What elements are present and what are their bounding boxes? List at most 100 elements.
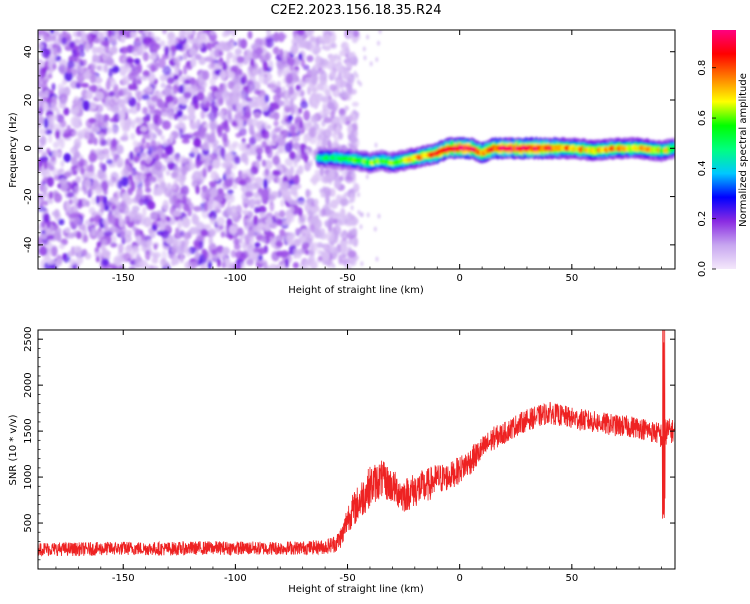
noise-blob [108, 36, 113, 43]
noise-blob [161, 258, 167, 266]
noise-blob [196, 41, 203, 50]
noise-blob [191, 146, 199, 153]
noise-blob [285, 234, 293, 244]
noise-blob [167, 182, 172, 189]
noise-blob [278, 210, 286, 218]
noise-blob [322, 101, 329, 111]
noise-blob [335, 194, 342, 205]
noise-blob [216, 124, 222, 134]
x-tick-label: -50 [339, 273, 355, 284]
noise-blob [247, 30, 253, 40]
noise-blob [303, 33, 308, 39]
noise-blob [313, 63, 322, 69]
noise-blob [296, 248, 305, 255]
noise-blob [167, 39, 177, 47]
noise-blob [103, 230, 113, 237]
noise-blob [85, 165, 94, 173]
noise-blob [38, 206, 47, 213]
noise-blob [252, 101, 258, 108]
noise-blob [97, 113, 104, 121]
noise-blob [200, 228, 208, 237]
noise-blob [136, 235, 142, 244]
noise-blob [52, 151, 62, 158]
noise-blob [156, 128, 163, 136]
y-tick-label: 1000 [23, 464, 34, 489]
noise-blob [122, 132, 129, 141]
noise-blob [330, 68, 336, 76]
noise-blob [202, 167, 207, 178]
noise-blob [109, 177, 115, 187]
noise-blob [334, 179, 341, 189]
noise-blob [293, 76, 300, 83]
noise-blob [198, 79, 207, 89]
noise-blob [258, 205, 267, 214]
noise-blob [337, 54, 341, 60]
noise-blob [165, 106, 173, 117]
noise-blob [221, 246, 230, 256]
noise-blob [175, 43, 183, 51]
noise-blob [155, 153, 160, 161]
noise-blob [247, 229, 255, 240]
noise-blob [108, 214, 116, 224]
noise-blob [298, 120, 304, 129]
noise-blob [144, 86, 154, 93]
noise-blob [226, 71, 236, 79]
noise-blob [175, 245, 185, 255]
noise-blob [288, 86, 294, 95]
noise-blob [145, 141, 151, 150]
noise-blob [160, 82, 166, 89]
noise-blob [284, 142, 293, 153]
noise-blob [329, 54, 337, 63]
noise-blob [246, 258, 254, 266]
noise-blob [111, 161, 117, 168]
noise-blob [305, 188, 310, 199]
noise-blob [176, 109, 183, 118]
noise-blob [96, 118, 105, 128]
noise-blob [195, 185, 200, 195]
noise-blob [124, 215, 130, 225]
noise-blob [106, 158, 113, 165]
noise-blob [48, 191, 54, 200]
noise-blob [159, 40, 166, 47]
noise-blob [255, 147, 264, 154]
noise-blob [280, 199, 285, 207]
noise-blob [130, 64, 138, 72]
noise-blob [200, 109, 206, 120]
noise-blob [82, 59, 87, 67]
noise-blob [332, 263, 336, 269]
noise-blob [248, 65, 254, 72]
noise-blob [288, 126, 294, 136]
noise-blob [61, 37, 68, 45]
noise-blob [83, 72, 92, 80]
noise-blob [117, 243, 124, 253]
colorbar-gradient [712, 30, 736, 269]
noise-blob [225, 232, 232, 239]
noise-blob [128, 266, 136, 269]
noise-blob [59, 96, 67, 105]
noise-blob [301, 263, 310, 269]
noise-blob [86, 32, 95, 43]
noise-blob [153, 113, 159, 125]
noise-blob [252, 68, 258, 77]
noise-blob [194, 250, 200, 261]
noise-blob [209, 227, 216, 238]
noise-blob [108, 98, 116, 108]
noise-blob [292, 56, 301, 67]
noise-blob [240, 38, 248, 49]
noise-blob [290, 45, 299, 56]
noise-blob [156, 98, 164, 108]
noise-blob [140, 75, 148, 81]
noise-blob [263, 265, 271, 269]
noise-blob [326, 221, 330, 227]
noise-blob [123, 123, 130, 130]
noise-blob [301, 39, 309, 49]
noise-blob [120, 111, 126, 120]
noise-blob [347, 124, 352, 136]
noise-blob [58, 168, 65, 174]
noise-blob [336, 117, 341, 129]
noise-blob [326, 197, 330, 203]
noise-blob [129, 151, 134, 161]
noise-blob [314, 169, 321, 176]
noise-blob [365, 174, 369, 180]
noise-blob [190, 261, 199, 268]
